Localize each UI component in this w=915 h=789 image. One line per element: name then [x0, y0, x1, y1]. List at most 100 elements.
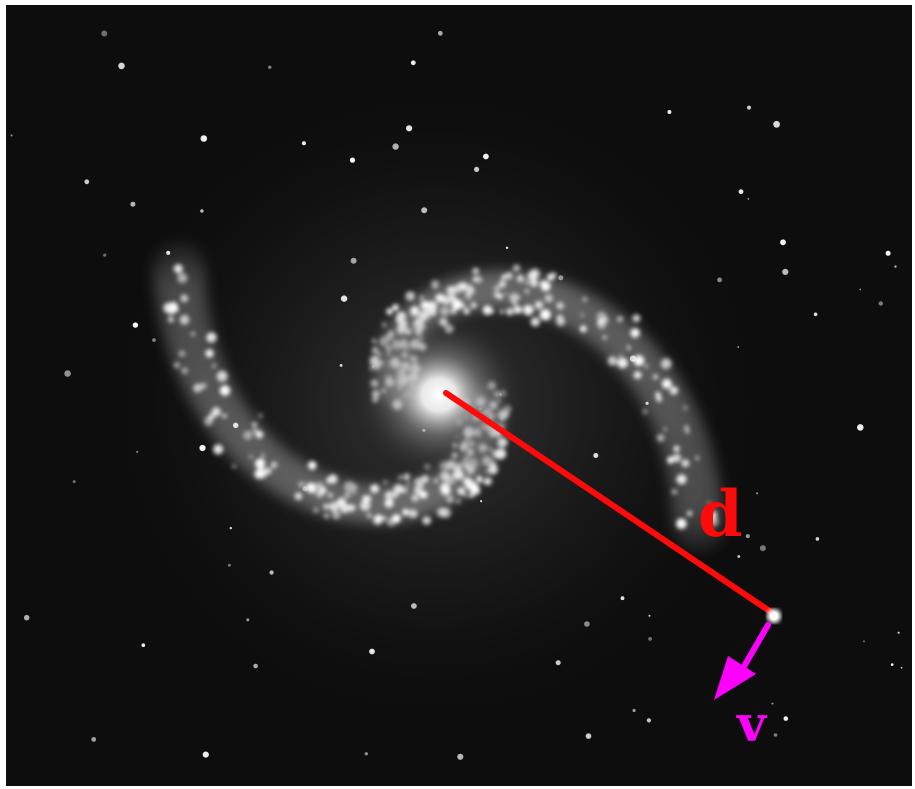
field-star: [199, 444, 206, 452]
field-star: [457, 753, 464, 760]
star-cluster: [494, 285, 500, 292]
star-cluster: [213, 444, 224, 455]
star-cluster: [556, 302, 564, 310]
star-cluster: [676, 474, 687, 485]
star-cluster: [656, 395, 663, 402]
star-cluster: [181, 367, 189, 375]
star-cluster: [663, 427, 667, 432]
star-cluster: [256, 467, 267, 479]
field-star: [863, 640, 865, 643]
field-star: [759, 545, 766, 552]
star-cluster: [683, 405, 688, 410]
star-cluster: [422, 516, 432, 525]
star-cluster: [406, 482, 411, 487]
star-cluster: [630, 328, 640, 338]
star-cluster: [660, 358, 672, 370]
star-cluster: [352, 490, 357, 495]
star-cluster: [464, 479, 476, 491]
star-cluster: [193, 383, 202, 393]
star-cluster: [490, 309, 494, 314]
star-cluster: [383, 480, 387, 484]
star-cluster: [475, 276, 483, 283]
star-cluster: [419, 490, 428, 499]
marked-star-core: [770, 612, 778, 620]
field-star: [369, 648, 375, 655]
star-cluster: [332, 510, 341, 520]
star-cluster: [258, 413, 263, 418]
star-cluster: [652, 374, 659, 380]
star-cluster: [408, 509, 418, 518]
field-star: [756, 492, 759, 495]
star-cluster: [392, 304, 399, 311]
star-cluster: [512, 264, 521, 272]
star-cluster: [391, 514, 401, 523]
star-cluster: [344, 492, 351, 499]
star-cluster: [493, 292, 500, 298]
star-cluster: [190, 331, 196, 337]
field-star: [136, 450, 139, 453]
field-star: [480, 500, 483, 503]
star-cluster: [457, 487, 466, 495]
star-cluster: [366, 512, 372, 519]
star-cluster: [374, 514, 383, 523]
field-star: [421, 207, 428, 214]
star-cluster: [523, 304, 534, 316]
galaxy-photo-frame: d v: [6, 5, 912, 786]
star-cluster: [672, 453, 682, 463]
field-star: [72, 480, 76, 484]
field-star: [648, 637, 652, 641]
field-star: [555, 660, 561, 666]
star-cluster: [370, 484, 380, 494]
star-cluster: [216, 370, 228, 382]
star-cluster: [294, 492, 303, 501]
field-star: [200, 135, 208, 142]
field-star: [64, 370, 71, 377]
field-star: [268, 65, 272, 69]
field-star: [392, 143, 399, 150]
field-star: [783, 716, 789, 721]
star-cluster: [453, 284, 463, 294]
star-cluster: [461, 284, 466, 289]
field-star: [349, 157, 356, 163]
field-star: [900, 666, 903, 669]
star-cluster: [580, 313, 584, 317]
star-cluster: [472, 267, 480, 275]
field-star: [558, 275, 564, 281]
field-star: [350, 257, 357, 264]
field-star: [23, 614, 30, 621]
field-star: [897, 631, 900, 634]
star-cluster: [411, 494, 419, 502]
star-cluster: [470, 302, 477, 309]
star-cluster: [708, 516, 719, 527]
field-star: [878, 301, 883, 306]
distance-line: [443, 390, 774, 615]
arm-glow: [670, 494, 728, 552]
field-star: [339, 364, 343, 367]
star-cluster: [461, 303, 466, 308]
star-cluster: [505, 272, 513, 280]
star-cluster: [483, 477, 492, 486]
star-cluster: [669, 386, 679, 395]
star-cluster: [530, 279, 539, 288]
star-cluster: [676, 518, 687, 529]
star-cluster: [441, 295, 452, 305]
star-cluster: [449, 294, 457, 302]
star-cluster: [328, 492, 333, 498]
star-cluster: [381, 515, 387, 521]
star-cluster: [540, 281, 551, 292]
field-star: [738, 189, 744, 195]
star-cluster: [200, 382, 207, 390]
star-cluster: [524, 280, 529, 285]
field-star: [593, 453, 599, 458]
field-star: [132, 322, 139, 328]
star-cluster: [384, 498, 394, 508]
field-star: [269, 570, 274, 575]
star-cluster: [446, 495, 454, 504]
star-cluster: [529, 268, 541, 279]
star-cluster: [306, 482, 318, 494]
field-star: [645, 401, 649, 405]
star-cluster: [359, 500, 371, 511]
star-cluster: [673, 445, 680, 452]
star-cluster: [683, 425, 690, 431]
star-cluster: [544, 294, 553, 303]
